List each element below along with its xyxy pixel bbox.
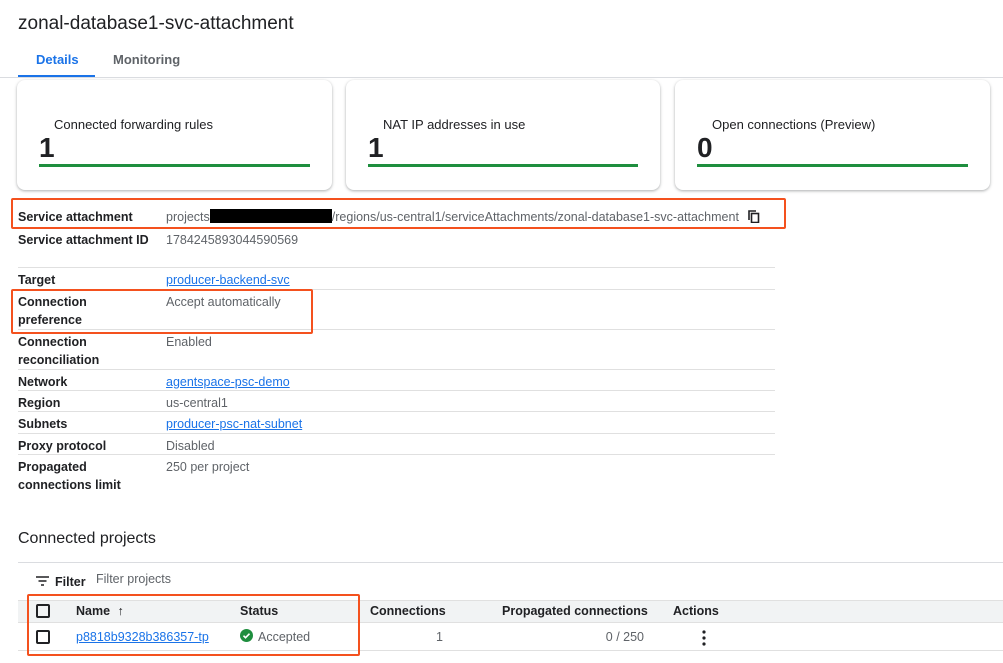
column-header-name[interactable]: Name ↑ [76,604,124,618]
detail-row-region: Region us-central1 [18,391,775,412]
status-badge: Accepted [240,629,310,645]
detail-value: Accept automatically [166,295,281,309]
path-prefix: projects [166,210,210,224]
detail-value: 1784245893044590569 [166,233,299,247]
card-value: 1 [39,132,55,163]
redacted-block [209,209,332,223]
detail-value: Enabled [166,335,212,349]
detail-key: Service attachment ID [18,233,149,247]
status-text: Accepted [258,630,311,644]
detail-value: projects/regions/us-central1/serviceAtta… [166,208,760,228]
connections-count: 1 [436,630,443,644]
row-checkbox[interactable] [36,630,50,644]
column-header-propagated[interactable]: Propagated connections [502,604,648,618]
filter-input[interactable]: Filter projects [96,572,172,586]
detail-row-id: Service attachment ID 178424589304459056… [18,228,775,268]
card-value: 1 [368,132,384,163]
highlight-box [27,594,360,656]
detail-row-proxy-protocol: Proxy protocol Disabled [18,434,775,455]
detail-key: Region [18,396,61,410]
detail-row-reconciliation: Connection reconciliation Enabled [18,330,775,370]
detail-key: Connection preference [18,295,87,327]
select-all-checkbox[interactable] [36,604,50,618]
tab-details[interactable]: Details [36,52,79,67]
target-link[interactable]: producer-backend-svc [166,273,290,287]
sort-ascending-icon: ↑ [117,604,124,618]
detail-value: 250 per project [166,460,250,474]
path-suffix: /regions/us-central1/serviceAttachments/… [331,210,739,224]
network-link[interactable]: agentspace-psc-demo [166,375,290,389]
card-label: Open connections (Preview) [712,117,876,132]
card-value: 0 [697,132,713,163]
section-heading: Connected projects [18,530,156,547]
card-label: Connected forwarding rules [54,117,213,132]
detail-row-connection-preference: Connection preference Accept automatical… [18,290,775,330]
highlight-box [11,289,313,334]
check-circle-icon [240,629,253,645]
card-bar [39,164,310,167]
detail-row-target: Target producer-backend-svc [18,268,775,290]
card-bar [697,164,968,167]
table-header [18,600,1003,623]
filter-label: Filter [55,574,86,589]
detail-key: Subnets [18,417,68,431]
detail-row-network: Network agentspace-psc-demo [18,370,775,391]
detail-row-propagated-limit: Propagated connections limit 250 per pro… [18,455,775,495]
filter-icon [36,574,49,589]
highlight-box [11,198,786,229]
card-open-connections: Open connections (Preview) 0 [675,80,990,190]
detail-key: Service attachment [18,210,133,224]
tab-monitoring[interactable]: Monitoring [113,52,181,67]
copy-icon[interactable] [748,210,760,228]
detail-key: Network [18,375,68,389]
detail-key: Propagated connections limit [18,460,121,492]
detail-row-subnets: Subnets producer-psc-nat-subnet [18,412,775,434]
divider [0,77,1003,78]
card-nat-ips: NAT IP addresses in use 1 [346,80,660,190]
card-bar [368,164,638,167]
table-row [18,623,1003,651]
column-header-actions: Actions [673,604,719,618]
propagated-count: 0 / 250 [605,630,644,644]
project-link[interactable]: p8818b9328b386357-tp [76,630,209,644]
detail-key: Target [18,273,56,287]
card-forwarding-rules: Connected forwarding rules 1 [17,80,332,190]
column-header-status[interactable]: Status [240,604,279,618]
page-title: zonal-database1-svc-attachment [18,13,294,34]
detail-value: us-central1 [166,396,228,410]
column-header-connections[interactable]: Connections [370,604,446,618]
detail-key: Proxy protocol [18,439,107,453]
detail-value: Disabled [166,439,215,453]
active-tab-indicator [18,75,95,77]
filter-button[interactable]: Filter [36,574,86,589]
detail-key: Connection reconciliation [18,335,100,367]
divider [18,562,1003,563]
card-label: NAT IP addresses in use [383,117,526,132]
more-actions-icon[interactable] [702,630,706,649]
subnet-link[interactable]: producer-psc-nat-subnet [166,417,303,431]
